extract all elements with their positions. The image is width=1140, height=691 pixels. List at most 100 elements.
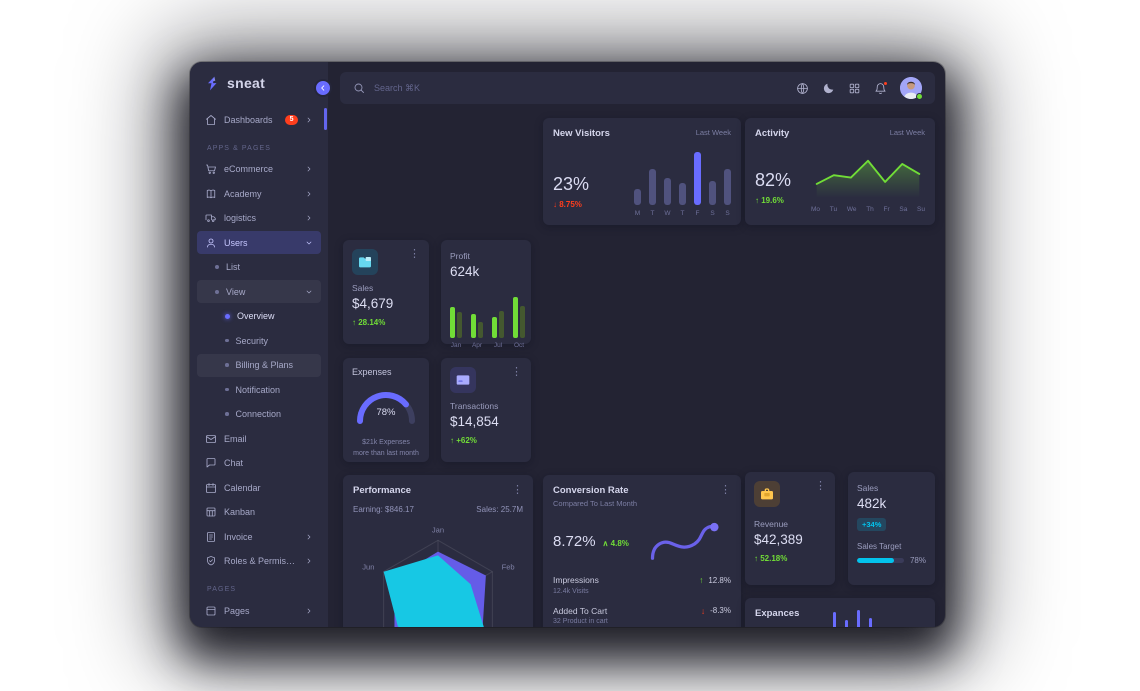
sidebar-collapse-button[interactable] <box>314 79 332 97</box>
topbar: Search ⌘K <box>340 72 935 104</box>
kebab-menu-icon[interactable]: ⋮ <box>512 484 523 496</box>
chevron-right-icon <box>305 116 313 124</box>
search-input[interactable]: Search ⌘K <box>353 82 796 94</box>
sidebar-item-roles-permiss[interactable]: Roles & Permiss... <box>197 550 321 573</box>
search-placeholder: Search ⌘K <box>374 82 421 93</box>
notifications-button[interactable] <box>874 80 888 95</box>
performance-stats: Earning: $846.17 Sales: 25.7M <box>353 505 523 514</box>
shortcuts-button[interactable] <box>848 82 861 95</box>
sidebar-item-label: eCommerce <box>224 164 274 174</box>
stat-value: $14,854 <box>450 414 499 429</box>
sidebar-item-users[interactable]: Users <box>197 231 321 254</box>
axis-label: W <box>664 210 671 217</box>
conversion-rate-card: Conversion Rate Compared To Last Month ⋮… <box>543 475 741 627</box>
progress-percent: 78% <box>909 556 926 565</box>
kebab-menu-icon[interactable]: ⋮ <box>409 248 420 260</box>
kebab-menu-icon[interactable]: ⋮ <box>511 366 522 378</box>
stat-label: Sales <box>352 283 374 293</box>
bar <box>709 180 716 205</box>
kebab-menu-icon[interactable]: ⋮ <box>815 480 826 492</box>
bar <box>664 178 671 205</box>
bullet-icon <box>225 338 229 343</box>
bar <box>845 620 848 627</box>
sidebar-item-label: Academy <box>224 188 262 199</box>
card-title: New Visitors <box>553 128 610 139</box>
sidebar-item-calendar[interactable]: Calendar <box>197 476 321 499</box>
arrow-down-icon: ↓ <box>553 200 557 209</box>
stat-label: Transactions <box>450 401 499 411</box>
search-icon <box>354 83 364 93</box>
sales-card: ⋮ Sales $4,679 ↑ 28.14% <box>343 240 429 344</box>
sidebar-item-label: Kanban <box>224 507 256 517</box>
sidebar-item-label: Email <box>224 433 247 444</box>
sidebar-item-notification[interactable]: Notification <box>197 378 321 401</box>
sidebar-item-academy[interactable]: Academy <box>197 182 321 205</box>
wallet-icon <box>352 249 378 275</box>
sidebar-scrollbar[interactable] <box>324 108 327 130</box>
conversion-line-chart <box>650 522 719 560</box>
bar <box>520 306 525 338</box>
profit-bar-chart: Jan Apr Jul Oct <box>450 288 525 349</box>
sidebar-item-label: List <box>226 262 241 272</box>
user-avatar[interactable] <box>900 77 923 100</box>
sidebar-item-chat[interactable]: Chat <box>197 452 321 475</box>
dark-mode-button[interactable] <box>822 82 835 95</box>
card-title: Activity <box>755 128 790 139</box>
bullet-icon <box>225 363 229 367</box>
sidebar-item-dashboards[interactable]: Dashboards 5 <box>197 108 321 131</box>
bell-icon <box>875 82 886 94</box>
sidebar-item-email[interactable]: Email <box>197 427 321 450</box>
sidebar-item-ecommerce[interactable]: eCommerce <box>197 158 321 181</box>
axis-label: We <box>846 206 857 213</box>
sidebar-item-security[interactable]: Security <box>197 329 321 352</box>
sidebar-item-invoice[interactable]: Invoice <box>197 525 321 548</box>
sidebar-item-label: Connection <box>235 409 282 419</box>
svg-text:Jun: Jun <box>362 562 374 571</box>
credit-card-icon <box>450 367 476 393</box>
card-title: Conversion Rate <box>553 485 629 496</box>
activity-line-chart <box>815 159 921 198</box>
new-visitors-card: New Visitors Last Week 23% ↓ 8.75% M T W T F… <box>543 118 741 225</box>
expenses-note: $21k Expenses more than last month <box>353 439 419 457</box>
brand[interactable]: sneat <box>190 62 328 99</box>
sidebar-item-pages[interactable]: Pages <box>197 599 321 622</box>
app-window: sneat Dashboards 5 APPS & PAGES eCommerce Ac… <box>190 62 945 627</box>
growth-badge: +34% <box>857 518 887 531</box>
chevron-right-icon <box>305 190 313 198</box>
chevron-right-icon <box>305 607 313 615</box>
sidebar-item-label: View <box>226 286 246 297</box>
sidebar-item-overview[interactable]: Overview <box>197 305 321 328</box>
calendar-icon <box>205 482 217 494</box>
earning-stat: Earning: $846.17 <box>353 505 414 514</box>
sidebar-item-label: Pages <box>224 605 250 616</box>
sidebar-item-view[interactable]: View <box>197 280 321 303</box>
truck-icon <box>205 212 217 224</box>
sidebar-item-logistics[interactable]: logistics <box>197 207 321 230</box>
sales-target-progress: 78% <box>857 556 926 565</box>
stat-value: $4,679 <box>352 296 394 311</box>
bar-group: Jan <box>450 288 462 349</box>
axis-label: Sa <box>899 206 908 213</box>
sidebar-item-connection[interactable]: Connection <box>197 403 321 426</box>
language-globe-button[interactable] <box>796 82 809 95</box>
sidebar-item-billing-plans[interactable]: Billing & Plans <box>197 353 321 377</box>
stat-value: 624k <box>450 264 480 279</box>
card-period: Last Week <box>695 128 731 137</box>
activity-card: Activity Last Week 82% ↑ 19.6% <box>745 118 935 225</box>
sidebar-item-label: Users <box>224 237 248 248</box>
online-status-dot <box>916 93 923 100</box>
file-icon <box>205 605 217 617</box>
caret-up-icon: ∧ <box>602 538 609 548</box>
sidebar-menu: Dashboards 5 APPS & PAGES eCommerce Academy l… <box>190 108 328 624</box>
notification-badge: 5 <box>285 114 298 125</box>
axis-label: T <box>650 210 655 217</box>
sidebar-item-label: Overview <box>237 311 275 321</box>
sidebar-item-kanban[interactable]: Kanban <box>197 501 321 524</box>
kebab-menu-icon[interactable]: ⋮ <box>720 484 731 496</box>
sidebar-item-label: Roles & Permiss... <box>224 556 298 566</box>
sidebar-item-label: Chat <box>224 458 244 468</box>
bar <box>857 610 860 627</box>
sidebar-item-list[interactable]: List <box>197 256 321 279</box>
arrow-up-icon: ↑ <box>450 436 454 445</box>
